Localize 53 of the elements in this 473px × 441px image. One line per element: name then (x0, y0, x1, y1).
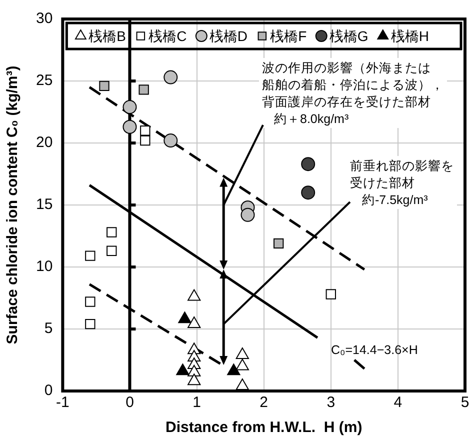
x-axis-title: Distance from H.W.L. H (m) (166, 419, 362, 436)
point (122, 120, 137, 134)
y-tick-label: 0 (44, 382, 53, 400)
legend-label: 桟橋D (209, 28, 248, 44)
point (85, 250, 96, 261)
y-tick-label: 5 (44, 320, 53, 338)
point (301, 186, 316, 200)
point (164, 70, 178, 84)
point (178, 312, 192, 324)
x-tick-label: 2 (260, 394, 268, 412)
point (106, 227, 117, 238)
point (99, 80, 110, 92)
point (301, 157, 316, 172)
legend-label: 桟橋G (329, 28, 368, 44)
x-tick-label: 5 (460, 394, 470, 412)
x-tick-label: 1 (192, 394, 201, 412)
y-tick-label: 25 (36, 72, 53, 90)
point (85, 296, 96, 307)
annotation: 波の作用の影響（外海または船舶の着船・停泊による波），背面護岸の存在を受けた部材約＋8.0kg/m³ (262, 61, 444, 126)
point (106, 246, 117, 256)
point (227, 364, 240, 376)
point (85, 318, 96, 330)
point (164, 134, 178, 148)
point (326, 289, 336, 300)
point (176, 364, 190, 376)
point (188, 316, 201, 328)
point (122, 100, 137, 114)
annotation: 前垂れ部の影響を受けた部材約-7.5kg/m³ (350, 159, 454, 207)
point (188, 364, 201, 376)
point (188, 289, 201, 301)
y-tick-label: 30 (36, 10, 53, 28)
point (236, 378, 249, 390)
y-axis-title: Surface chloride ion content C₀ (kg/m³) (4, 66, 22, 344)
legend-label: 桟橋H (390, 28, 430, 44)
y-tick-label: 10 (36, 258, 53, 276)
point (140, 126, 150, 136)
x-tick-label: 0 (126, 394, 134, 412)
legend-label: 桟橋F (270, 28, 307, 44)
legend-label: 桟橋B (88, 28, 126, 44)
x-tick-label: 3 (326, 394, 336, 412)
y-tick-label: 20 (36, 134, 53, 152)
legend-label: 桟橋C (148, 28, 187, 44)
point (140, 135, 150, 146)
point (240, 208, 255, 222)
annotation: C₀=14.4−3.6×H (331, 343, 418, 357)
x-tick-label: -1 (56, 394, 70, 412)
point (274, 238, 284, 249)
point (236, 358, 249, 370)
y-tick-label: 15 (36, 196, 53, 214)
point (188, 374, 201, 386)
x-tick-label: 4 (394, 394, 402, 412)
point (138, 84, 149, 95)
point (236, 348, 249, 360)
